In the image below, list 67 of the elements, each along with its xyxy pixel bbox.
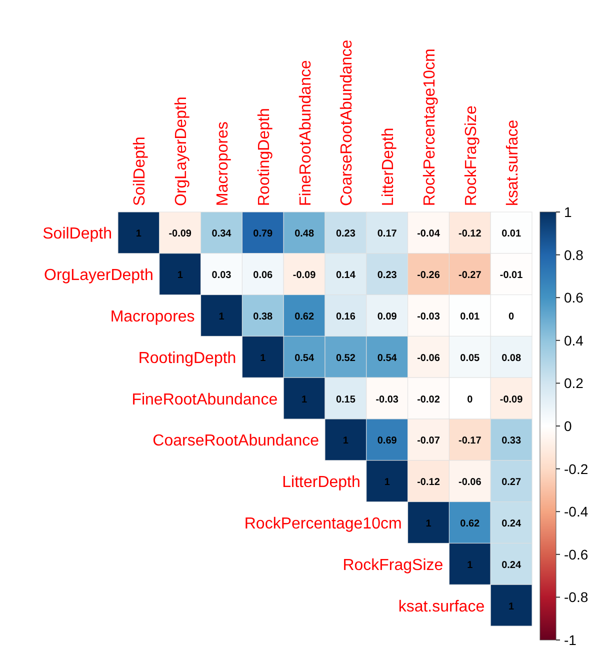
data-label: 1 xyxy=(508,601,515,612)
data-label: -0.04 xyxy=(417,228,440,240)
data-label: -0.06 xyxy=(458,477,482,488)
data-label: 0.09 xyxy=(377,312,398,322)
data-label: 1 xyxy=(342,436,349,447)
data-label: -0.12 xyxy=(458,228,482,240)
data-label: 0.52 xyxy=(336,352,356,364)
data-label: -0.09 xyxy=(500,394,524,406)
data-label: 1 xyxy=(177,270,184,282)
color-bar-label: -0.6 xyxy=(564,546,588,562)
data-label: 0 xyxy=(508,312,515,322)
color-bar-label: 0.6 xyxy=(564,290,584,306)
data-label: 0.01 xyxy=(460,312,480,322)
data-label: 0.34 xyxy=(212,228,232,240)
color-bar-label: 0.4 xyxy=(564,332,584,348)
data-label: 0.23 xyxy=(336,228,356,240)
data-label: 0.17 xyxy=(377,228,398,240)
data-label: -0.09 xyxy=(292,270,316,282)
data-label: 0.62 xyxy=(294,312,314,322)
data-label: 0 xyxy=(467,394,474,406)
data-label: 0.05 xyxy=(460,352,480,364)
data-label: 0.23 xyxy=(377,270,398,282)
color-bar-label: -0.2 xyxy=(564,460,588,477)
data-label: -0.12 xyxy=(417,477,440,488)
data-label: -0.02 xyxy=(417,394,440,406)
data-label: 0.62 xyxy=(460,518,480,530)
data-label: 0.16 xyxy=(336,312,356,322)
data-label: 0.69 xyxy=(377,436,398,447)
data-label: -0.27 xyxy=(458,270,482,282)
data-label: 1 xyxy=(136,228,142,240)
data-label: 1 xyxy=(467,560,474,571)
data-label: 1 xyxy=(302,394,308,406)
data-label: 0.54 xyxy=(377,352,398,364)
x-tick-label: ksat.surface xyxy=(504,120,522,206)
data-label: 1 xyxy=(260,352,266,364)
data-label: 0.15 xyxy=(336,394,356,406)
data-label: -0.03 xyxy=(417,312,440,322)
color-bar-label: -0.8 xyxy=(564,589,588,606)
color-bar-label: -0.4 xyxy=(564,504,588,520)
data-label: 0.38 xyxy=(253,312,274,322)
data-label: 0.24 xyxy=(502,560,522,571)
data-label: 0.33 xyxy=(502,436,522,447)
data-label: 1 xyxy=(218,312,225,322)
color-bar-label: 1 xyxy=(564,204,572,220)
data-label: -0.26 xyxy=(417,270,440,282)
color-bar-label: -1 xyxy=(564,632,577,648)
data-label: 0.24 xyxy=(502,518,522,530)
data-label: 0.14 xyxy=(336,270,356,282)
color-bar-label: 0.2 xyxy=(564,375,584,392)
data-label: 0.79 xyxy=(253,228,274,240)
color-bar-label: 0.8 xyxy=(564,246,584,263)
data-label: 0.01 xyxy=(502,228,522,240)
data-label: -0.01 xyxy=(500,270,524,282)
data-label: 1 xyxy=(426,518,432,530)
data-label: -0.07 xyxy=(417,436,440,447)
data-label: -0.03 xyxy=(376,394,399,406)
data-label: 0.54 xyxy=(294,352,314,364)
data-label: 0.27 xyxy=(502,477,522,488)
data-label: 0.06 xyxy=(253,270,274,282)
color-bar-label: 0 xyxy=(564,418,572,434)
data-label: -0.17 xyxy=(458,436,482,447)
data-label: 0.03 xyxy=(212,270,232,282)
data-label: 1 xyxy=(384,477,390,488)
data-label: 0.48 xyxy=(294,228,314,240)
data-label: 0.08 xyxy=(502,352,522,364)
data-label: -0.06 xyxy=(417,352,440,364)
data-label: -0.09 xyxy=(168,228,192,240)
